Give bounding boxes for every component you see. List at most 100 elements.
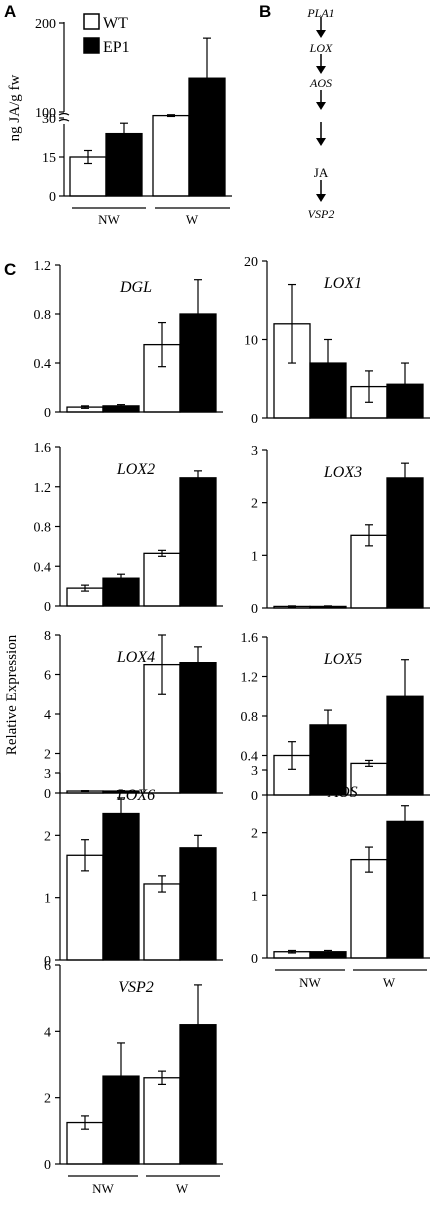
y-tick-label: 0.8	[241, 710, 259, 725]
y-tick-label: 0	[251, 412, 258, 427]
bar	[179, 847, 217, 961]
y-tick-label: 0	[44, 787, 51, 802]
x-tick-label: W	[186, 212, 199, 227]
pathway-step-ja: JA	[314, 165, 329, 180]
y-tick-label: 0.4	[34, 357, 52, 372]
bar	[102, 812, 140, 961]
y-tick-label: 2	[44, 1092, 51, 1107]
error-bar	[117, 797, 125, 830]
bar	[350, 858, 388, 959]
y-tick-label: 1.2	[241, 671, 259, 686]
x-tick-label: NW	[299, 975, 321, 990]
error-bar	[365, 370, 373, 403]
y-tick-label: 1	[251, 549, 258, 564]
bar	[66, 854, 104, 961]
panel-a-y-tick-label: 200	[35, 17, 56, 32]
y-tick-label: 1.2	[34, 481, 52, 496]
error-bar	[158, 875, 166, 893]
y-tick-label: 1	[44, 892, 51, 907]
error-bar	[117, 790, 125, 793]
panel-a-ylabel: ng JA/g fw	[7, 75, 23, 142]
x-tick-label: NW	[98, 212, 120, 227]
error-bar	[203, 37, 211, 114]
pathway-step-pla1: PLA1	[306, 6, 334, 20]
y-tick-label: 8	[44, 629, 51, 644]
y-tick-label: 0	[44, 954, 51, 969]
legend-swatch-wt	[83, 13, 100, 30]
error-bar	[401, 462, 409, 494]
y-tick-label: 0	[44, 1158, 51, 1173]
y-tick-label: 0.8	[34, 308, 52, 323]
panel-a-y-tick-label: 30	[42, 112, 56, 127]
y-tick-label: 4	[44, 1025, 51, 1040]
panel-a-y-tick-label: 0	[49, 190, 56, 205]
y-tick-label: 2	[251, 497, 258, 512]
error-bar	[324, 949, 332, 954]
gene-title-lox6: LOX6	[116, 787, 155, 804]
pathway-step-aos: AOS	[309, 76, 332, 90]
bar	[350, 762, 388, 796]
y-tick-label: 0	[251, 952, 258, 967]
error-bar	[365, 524, 373, 547]
y-tick-label: 4	[44, 708, 51, 723]
error-bar	[401, 659, 409, 734]
error-bar	[81, 405, 89, 409]
y-tick-label: 0	[44, 600, 51, 615]
error-bar	[365, 759, 373, 767]
error-bar	[401, 362, 409, 407]
error-bar	[194, 984, 202, 1066]
y-tick-label: 1	[251, 889, 258, 904]
error-bar	[288, 949, 296, 954]
bar	[143, 552, 181, 607]
error-bar	[81, 790, 89, 793]
gene-title-lox3: LOX3	[323, 464, 362, 481]
bar	[152, 114, 190, 197]
relative-expression-ylabel: Relative Expression	[4, 634, 20, 755]
legend-swatch-ep1	[83, 37, 100, 54]
bar	[386, 820, 424, 959]
pathway-step-vsp2: VSP2	[308, 207, 335, 221]
error-bar	[158, 321, 166, 368]
y-tick-label: 0	[251, 789, 258, 804]
gene-title-lox4: LOX4	[116, 649, 155, 666]
x-tick-label: NW	[92, 1181, 114, 1196]
error-bar	[84, 149, 92, 165]
error-bar	[288, 283, 296, 364]
error-bar	[401, 805, 409, 838]
error-bar	[81, 839, 89, 872]
error-bar	[81, 1115, 89, 1130]
pathway-step-lox: LOX	[309, 41, 333, 55]
legend-label: WT	[103, 15, 128, 32]
y-tick-label: 1.6	[241, 631, 259, 646]
error-bar	[158, 1070, 166, 1086]
error-bar	[167, 114, 175, 118]
panel-a-y-tick-label: 100	[35, 106, 56, 121]
y-tick-label: 20	[244, 255, 258, 270]
pathway-arrow-head	[316, 30, 326, 38]
y-tick-label: 0	[44, 406, 51, 421]
y-tick-label: 3	[251, 444, 258, 459]
y-tick-label: 6	[44, 669, 51, 684]
error-bar	[117, 1042, 125, 1110]
y-tick-label: 3	[44, 767, 51, 782]
pathway-arrow-head	[316, 102, 326, 110]
x-tick-label: W	[383, 975, 396, 990]
error-bar	[194, 279, 202, 349]
legend-label: EP1	[103, 39, 130, 56]
gene-title-vsp2: VSP2	[118, 979, 154, 996]
pathway-arrow-head	[316, 194, 326, 202]
error-bar	[288, 605, 296, 608]
bar	[143, 1077, 181, 1165]
error-bar	[194, 470, 202, 486]
gene-title-lox5: LOX5	[323, 651, 362, 668]
error-bar	[117, 404, 125, 408]
gene-title-aos: AOS	[327, 784, 357, 801]
y-tick-label: 0.4	[34, 560, 52, 575]
pathway-arrow-head	[316, 138, 326, 146]
error-bar	[194, 646, 202, 680]
bar	[143, 883, 181, 961]
y-tick-label: 2	[44, 829, 51, 844]
panel-a-axis-break	[58, 112, 70, 122]
error-bar	[324, 709, 332, 741]
